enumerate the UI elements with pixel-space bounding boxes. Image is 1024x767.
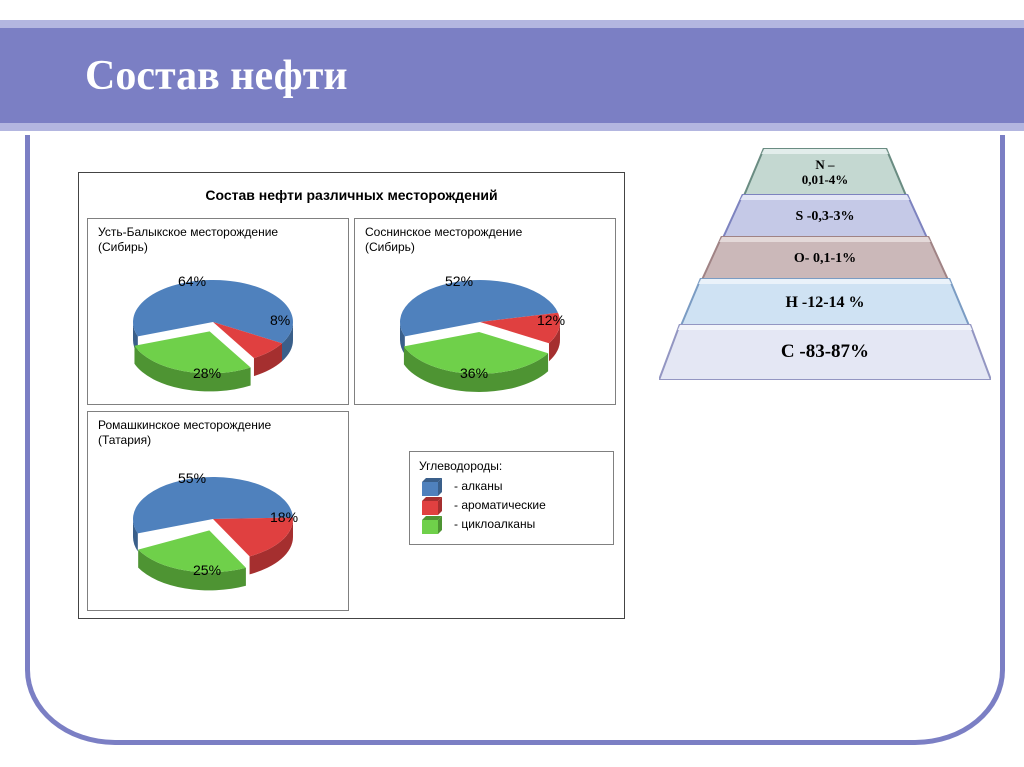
pyramid-label: H -12-14 % [785,294,864,312]
pie-block-sosninskoe: Соснинское месторождение (Сибирь) 52% 12%… [354,218,616,405]
pie-pct-alkanes: 55% [178,470,206,486]
legend: Углеводороды: - алканы - ароматические -… [409,451,614,545]
pie-pct-cycloalkanes: 25% [193,562,221,578]
pie-panel: Состав нефти различных месторождений Уст… [78,172,625,619]
legend-label: - ароматические [454,498,546,512]
pie-label: Усть-Балыкское месторождение (Сибирь) [98,225,278,255]
pie-pct-aromatic: 8% [270,312,290,328]
pie-panel-title: Состав нефти различных месторождений [79,187,624,203]
pyramid-label: S -0,3-3% [795,209,854,225]
pie-pct-aromatic: 12% [537,312,565,328]
pie-label: Соснинское месторождение (Сибирь) [365,225,522,255]
element-pyramid: N – 0,01-4% S -0,3-3% O- 0,1-1% H -12-14… [660,148,990,380]
pyramid-layer-4: C -83-87% [659,324,991,380]
legend-item-aromatic: - ароматические [419,497,604,513]
pyramid-label: O- 0,1-1% [794,251,856,267]
pyramid-label: C -83-87% [781,341,869,363]
pyramid-layer-1: S -0,3-3% [722,194,928,240]
pyramid-layer-2: O- 0,1-1% [701,236,949,282]
pie-chart-romashkinskoe: 55% 18% 25% [118,454,308,604]
pie-pct-alkanes: 52% [445,273,473,289]
cube-icon [419,516,445,532]
title-bar: Состав нефти [0,20,1024,131]
pie-pct-cycloalkanes: 28% [193,365,221,381]
pie-chart-ust-balyk: 64% 8% 28% [118,257,308,397]
pyramid-layer-0: N – 0,01-4% [743,148,907,198]
pyramid-layer-3: H -12-14 % [680,278,970,328]
slide: Состав нефти Состав нефти различных мест… [0,0,1024,767]
pie-chart-sosninskoe: 52% 12% 36% [385,257,575,397]
legend-label: - циклоалканы [454,517,535,531]
cube-icon [419,478,445,494]
pie-block-romashkinskoe: Ромашкинское месторождение (Татария) 55%… [87,411,349,611]
legend-item-cycloalkanes: - циклоалканы [419,516,604,532]
page-title: Состав нефти [85,52,348,100]
pie-pct-cycloalkanes: 36% [460,365,488,381]
pie-label: Ромашкинское месторождение (Татария) [98,418,271,448]
pie-pct-aromatic: 18% [270,509,298,525]
cube-icon [419,497,445,513]
pie-pct-alkanes: 64% [178,273,206,289]
legend-title: Углеводороды: [419,459,604,473]
pyramid-label: N – 0,01-4% [802,158,849,188]
legend-item-alkanes: - алканы [419,478,604,494]
pie-block-ust-balyk: Усть-Балыкское месторождение (Сибирь) 64… [87,218,349,405]
legend-label: - алканы [454,479,502,493]
